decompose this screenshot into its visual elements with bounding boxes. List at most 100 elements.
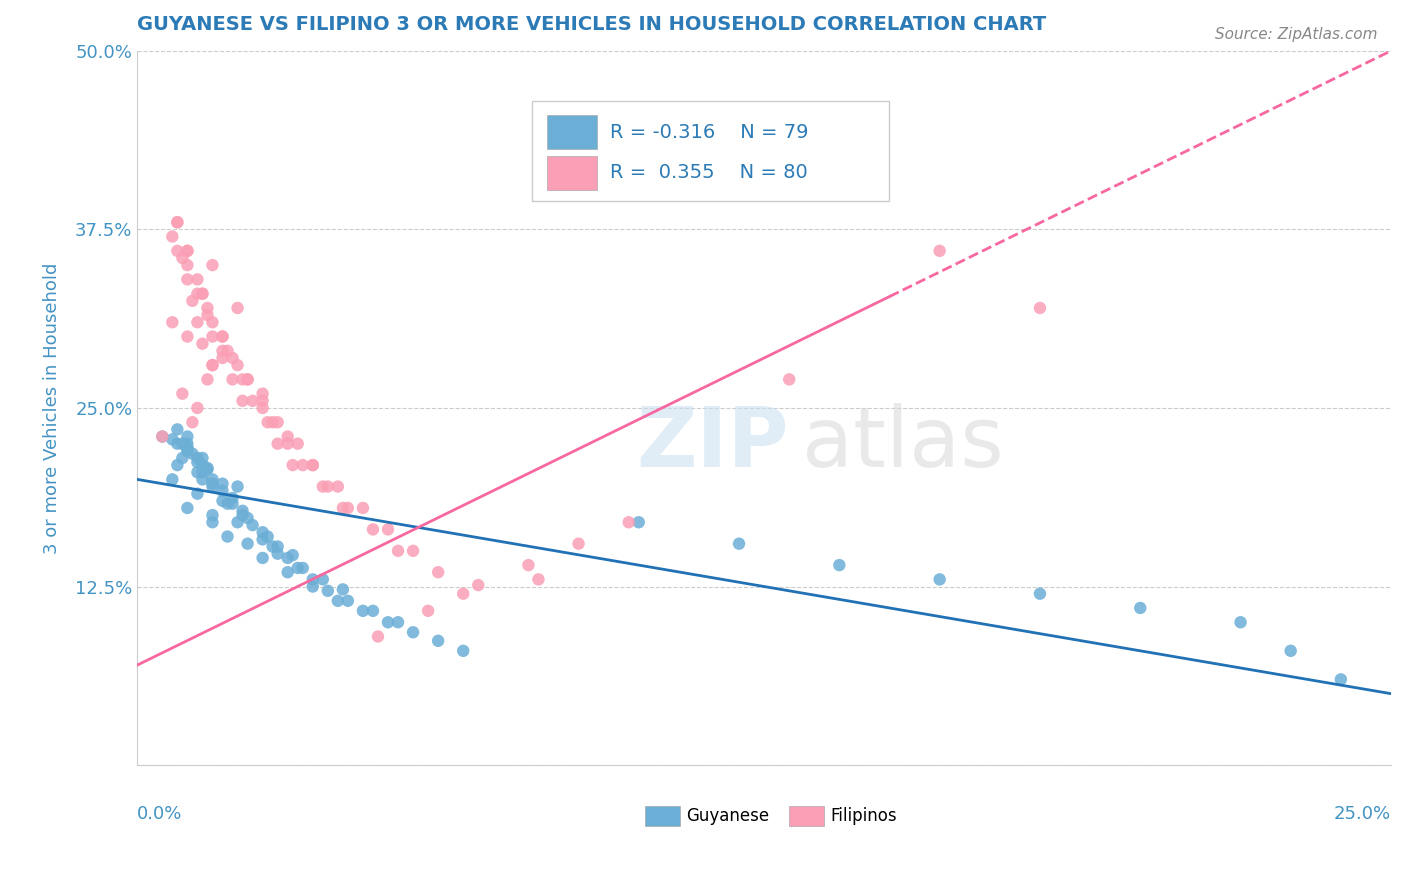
Point <box>256 415 278 429</box>
Point <box>211 476 233 491</box>
Point <box>211 351 233 365</box>
Point <box>226 479 249 493</box>
Point <box>291 458 314 472</box>
Point <box>377 615 399 630</box>
Text: 0.0%: 0.0% <box>138 805 183 823</box>
Point <box>201 508 224 522</box>
Point <box>172 450 194 465</box>
Point <box>176 244 198 258</box>
Point <box>387 615 409 630</box>
Point <box>252 393 274 408</box>
FancyBboxPatch shape <box>547 156 598 190</box>
Point <box>226 301 249 315</box>
Point <box>201 315 224 329</box>
Point <box>172 386 194 401</box>
Point <box>191 336 214 351</box>
Point <box>527 573 550 587</box>
Point <box>828 558 851 573</box>
Point <box>291 561 314 575</box>
Point <box>201 258 224 272</box>
Point <box>197 461 219 475</box>
Point <box>427 633 450 648</box>
Point <box>256 529 278 543</box>
Point <box>252 533 274 547</box>
Point <box>277 429 299 443</box>
Point <box>191 472 214 486</box>
Point <box>252 401 274 415</box>
Point <box>217 529 239 543</box>
Point <box>191 286 214 301</box>
Point <box>336 500 359 515</box>
Point <box>301 573 323 587</box>
Text: Source: ZipAtlas.com: Source: ZipAtlas.com <box>1215 27 1378 42</box>
Point <box>312 479 335 493</box>
Point <box>377 522 399 536</box>
Point <box>201 472 224 486</box>
Point <box>402 544 425 558</box>
Point <box>186 486 208 500</box>
Point <box>287 561 309 575</box>
Point <box>201 358 224 372</box>
Point <box>232 504 254 518</box>
Point <box>226 515 249 529</box>
Point <box>186 272 208 286</box>
Point <box>402 625 425 640</box>
Point <box>1330 673 1353 687</box>
Point <box>162 433 184 447</box>
Point <box>332 582 354 597</box>
Point <box>191 465 214 479</box>
Point <box>176 441 198 455</box>
Point <box>1029 301 1052 315</box>
Point <box>236 511 259 525</box>
Point <box>281 548 304 562</box>
Text: Filipinos: Filipinos <box>831 806 897 825</box>
Y-axis label: 3 or more Vehicles in Household: 3 or more Vehicles in Household <box>44 262 60 554</box>
Point <box>166 458 188 472</box>
Point <box>211 483 233 498</box>
Point <box>166 436 188 450</box>
Point <box>277 566 299 580</box>
Point <box>451 587 474 601</box>
Point <box>221 351 243 365</box>
Point <box>201 358 224 372</box>
Point <box>186 286 208 301</box>
Point <box>266 547 288 561</box>
Point <box>201 329 224 343</box>
Point <box>176 441 198 455</box>
Point <box>252 386 274 401</box>
Point <box>162 229 184 244</box>
Point <box>332 500 354 515</box>
Point <box>150 429 173 443</box>
Point <box>176 244 198 258</box>
Point <box>252 525 274 540</box>
Point <box>176 272 198 286</box>
FancyBboxPatch shape <box>533 101 890 201</box>
Point <box>301 580 323 594</box>
Point <box>242 518 264 533</box>
Point <box>181 447 204 461</box>
Point <box>1129 601 1152 615</box>
Point <box>197 372 219 386</box>
Point <box>172 251 194 265</box>
Point <box>191 286 214 301</box>
Point <box>326 594 349 608</box>
Point <box>176 436 198 450</box>
Point <box>236 537 259 551</box>
Point <box>186 315 208 329</box>
Point <box>316 479 339 493</box>
Point <box>186 465 208 479</box>
Point <box>201 479 224 493</box>
Point <box>221 372 243 386</box>
Point <box>166 244 188 258</box>
FancyBboxPatch shape <box>645 805 681 826</box>
Point <box>281 458 304 472</box>
Point <box>226 358 249 372</box>
Point <box>236 372 259 386</box>
Text: R = -0.316    N = 79: R = -0.316 N = 79 <box>610 123 808 142</box>
Point <box>232 393 254 408</box>
Point <box>277 551 299 566</box>
Point <box>242 393 264 408</box>
Point <box>467 578 489 592</box>
Point <box>287 436 309 450</box>
Text: R =  0.355    N = 80: R = 0.355 N = 80 <box>610 163 807 183</box>
